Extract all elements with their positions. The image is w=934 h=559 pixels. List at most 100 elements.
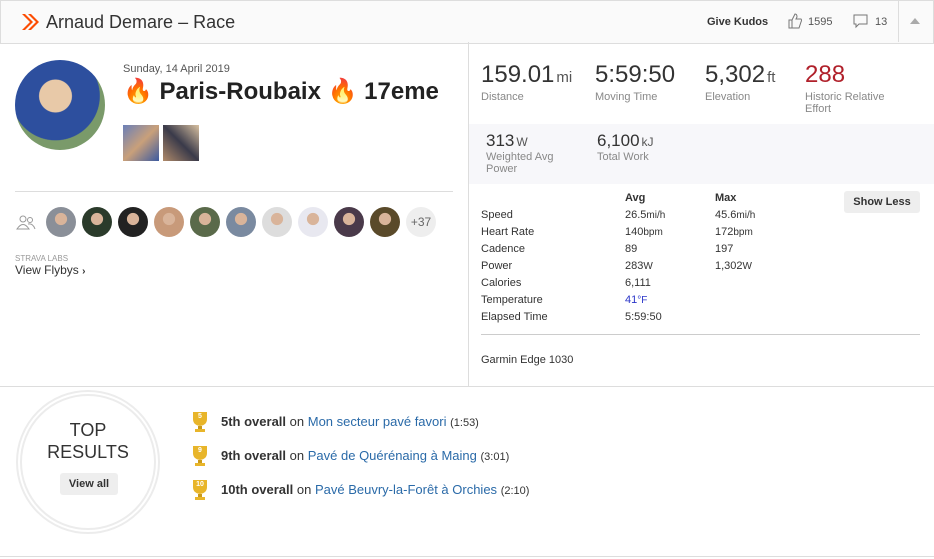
give-kudos[interactable]: Give Kudos [707,16,769,28]
comment-count[interactable]: 13 [875,16,888,28]
column-header: Avg [625,192,646,204]
activity-title: Arnaud Demare – Race [46,12,236,32]
result: 9th overall on Pavé de Quérénaing à Main… [221,448,509,463]
value: 45.6 [715,209,737,221]
row-label: Speed [481,209,513,221]
max-value: 1,302W [715,260,752,272]
segment-link[interactable]: Mon secteur pavé favori [307,414,447,429]
athlete-avatar[interactable] [190,207,220,237]
value: 26.5 [625,209,647,221]
stat-number: 5,302 [705,61,766,88]
flybys-link[interactable]: View Flybys › [15,263,86,277]
unit: W [742,261,752,272]
unit: °F [637,295,648,306]
row-label: Heart Rate [481,226,535,238]
avg-value: 6,111 [625,277,651,289]
result: 5th overall on Mon secteur pavé favori (… [221,414,479,429]
unit: mi/h [646,210,666,221]
more-athletes[interactable]: +37 [406,207,436,237]
segment-link[interactable]: Pavé Beuvry-la-Forêt à Orchies [314,482,498,497]
stat-label: Distance [481,91,524,103]
stat-number: 159.01 [481,61,555,88]
avg-value: 89 [625,243,637,255]
athlete-avatar[interactable] [118,207,148,237]
value: 41 [625,294,638,306]
stat-label: Weighted Avg Power [486,151,554,175]
result-rank: 10th overall [221,482,294,497]
athlete-avatar[interactable] [46,207,76,237]
stat-number: 313 [486,131,515,150]
trophy: 9 [190,445,210,467]
row-label: Elapsed Time [481,311,548,323]
strava-icon [22,14,39,30]
stat-label: Moving Time [595,91,658,103]
result-rank: 9th overall [221,448,287,463]
stat-label: Historic Relative Effort [805,91,885,115]
segment-link[interactable]: Pavé de Quérénaing à Maing [307,448,477,463]
trophy-rank: 9 [198,447,202,454]
stat-number: 6,100 [597,131,640,150]
laurel-badge [16,390,160,534]
unit: bpm [643,227,663,238]
value: 6,111 [625,277,651,289]
result-on: on [296,482,312,497]
stat-label: Total Work [597,151,649,163]
unit: bpm [733,227,753,238]
kudos-icon[interactable] [787,13,803,29]
athlete-avatar[interactable] [15,60,105,150]
athlete-avatar[interactable] [226,207,256,237]
stat-number: 288 [805,61,846,88]
activity-date: Sunday, 14 April 2019 [123,63,230,75]
value: 172 [715,226,734,238]
athlete-avatar[interactable] [370,207,400,237]
view-all-button[interactable]: View all [60,473,118,495]
kudos-count[interactable]: 1595 [808,16,833,28]
divider [468,42,469,386]
header-bar [0,0,934,44]
stat-number: 5:59:50 [595,61,676,88]
row-label: Calories [481,277,522,289]
result-time: (3:01) [480,451,510,463]
athlete-avatar[interactable] [82,207,112,237]
result: 10th overall on Pavé Beuvry-la-Forêt à O… [221,482,529,497]
athlete-avatar[interactable] [334,207,364,237]
athlete-avatar[interactable] [154,207,184,237]
stat-value: 5,302 ft [705,61,775,89]
max-value: 197 [715,243,733,255]
comment-icon[interactable] [853,14,869,30]
badge-bottom: RESULTS [47,442,129,462]
value: 283 [625,260,644,272]
athlete-avatar[interactable] [298,207,328,237]
photo[interactable] [163,125,199,161]
trophy: 5 [190,411,210,433]
stat-value: 159.01 mi [481,61,572,89]
row-label: Temperature [481,294,543,306]
stat-value: 5:59:50 [595,61,675,89]
photo[interactable] [123,125,159,161]
stat-label: Elevation [705,91,751,103]
flybys-link-text[interactable]: View Flybys [15,263,79,277]
divider [15,191,453,192]
stat-unit: kJ [641,135,654,149]
result-time: (1:53) [450,417,479,429]
avg-value: 5:59:50 [625,311,662,323]
divider [0,386,934,387]
max-value: 172bpm [715,226,753,238]
badge-top: TOP [69,420,107,440]
athlete-avatar[interactable] [262,207,292,237]
divider [898,0,899,42]
row-label: Cadence [481,243,526,255]
trophy-rank: 5 [198,413,202,420]
stat-unit: mi [556,69,573,86]
collapse-caret[interactable] [909,17,921,25]
row-label: Power [481,260,513,272]
unit: W [643,261,653,272]
divider [0,556,934,557]
result-time: (2:10) [500,485,530,497]
value: 140 [625,226,644,238]
show-less-button[interactable]: Show Less [844,191,920,213]
avg-value: 283W [625,260,653,272]
avg-value: 41°F [625,294,647,306]
avg-value: 26.5mi/h [625,209,665,221]
